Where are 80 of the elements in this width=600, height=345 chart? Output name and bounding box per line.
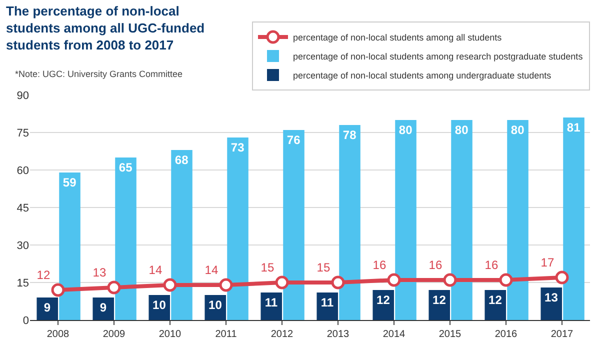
legend-label: percentage of non-local students among research postgraduate students: [293, 52, 584, 62]
point: [219, 278, 233, 292]
x-tick-label: 2013: [326, 329, 350, 340]
x-tick-label: 2010: [158, 329, 182, 340]
bar: [540, 288, 562, 320]
legend-label: percentage of non-local students among undergraduate students: [293, 70, 552, 81]
y-tick-label: 30: [16, 240, 29, 252]
x-tick-label: 2014: [382, 329, 406, 340]
point: [51, 283, 65, 297]
point: [555, 270, 569, 284]
x-tick-label: 2011: [215, 329, 238, 340]
bar: [115, 158, 136, 320]
y-tick-label: 60: [16, 164, 29, 177]
data-label: 80: [454, 123, 469, 137]
x-tick-label: 2015: [438, 329, 462, 340]
data-label: 65: [118, 160, 133, 174]
point: [443, 273, 457, 287]
data-label: 16: [372, 258, 386, 272]
data-label: 13: [92, 266, 106, 280]
point: [275, 276, 289, 290]
legend-label: percentage of non-local students among all students: [293, 32, 502, 43]
x-tick-label: 2017: [550, 329, 574, 340]
bar: [339, 125, 360, 320]
bar: [563, 118, 584, 320]
bar: [260, 292, 282, 320]
data-label: 78: [342, 128, 357, 142]
point: [331, 276, 345, 290]
bar: [372, 290, 394, 320]
data-label: 14: [204, 263, 218, 278]
bar: [283, 130, 304, 320]
data-label: 13: [544, 290, 558, 304]
bar: [171, 150, 192, 320]
data-label: 15: [316, 260, 330, 275]
data-label: 10: [152, 298, 166, 312]
bar: [59, 172, 80, 320]
bar: [227, 138, 248, 320]
data-label: 76: [286, 133, 301, 147]
bar: [316, 292, 338, 320]
data-label: 11: [320, 296, 334, 310]
data-label: 73: [230, 140, 245, 154]
text: *Note: UGC: University Grants Committee: [15, 69, 183, 79]
data-label: 80: [510, 123, 525, 137]
y-tick-label: 15: [16, 277, 29, 290]
x-tick-label: 2012: [270, 329, 294, 340]
data-label: 16: [428, 258, 442, 272]
data-label: 10: [208, 298, 222, 312]
y-tick-label: 90: [16, 90, 29, 102]
bar: [395, 120, 416, 320]
data-label: 12: [488, 293, 502, 307]
data-label: 81: [566, 120, 581, 134]
data-label: 68: [174, 153, 189, 167]
y-tick-label: 0: [22, 314, 29, 327]
data-label: 9: [100, 300, 107, 314]
data-label: 14: [148, 263, 162, 278]
x-tick-label: 2009: [102, 329, 126, 340]
bar: [484, 290, 506, 320]
y-tick-label: 75: [16, 127, 29, 140]
data-label: 80: [398, 123, 413, 137]
data-label: 12: [432, 293, 446, 307]
bar: [36, 298, 58, 320]
point: [387, 273, 401, 287]
data-label: 12: [376, 293, 390, 307]
data-label: 16: [484, 258, 498, 272]
data-label: 12: [36, 268, 50, 282]
bar: [92, 298, 114, 320]
x-tick-label: 2008: [46, 329, 70, 340]
bar: [428, 290, 450, 320]
point: [499, 273, 513, 287]
y-tick-label: 45: [16, 202, 29, 214]
data-label: 17: [540, 256, 554, 270]
point: [163, 278, 177, 292]
bar: [451, 120, 472, 320]
data-label: 11: [264, 296, 278, 310]
data-label: 15: [260, 260, 274, 275]
data-label: 9: [44, 300, 51, 314]
point: [107, 280, 121, 294]
data-label: 59: [62, 176, 77, 190]
bar: [507, 120, 528, 320]
x-tick-label: 2016: [494, 329, 518, 340]
chart-title: The percentage of non-local students among all UGC-funded students from 2008 to 2017: [6, 4, 205, 52]
